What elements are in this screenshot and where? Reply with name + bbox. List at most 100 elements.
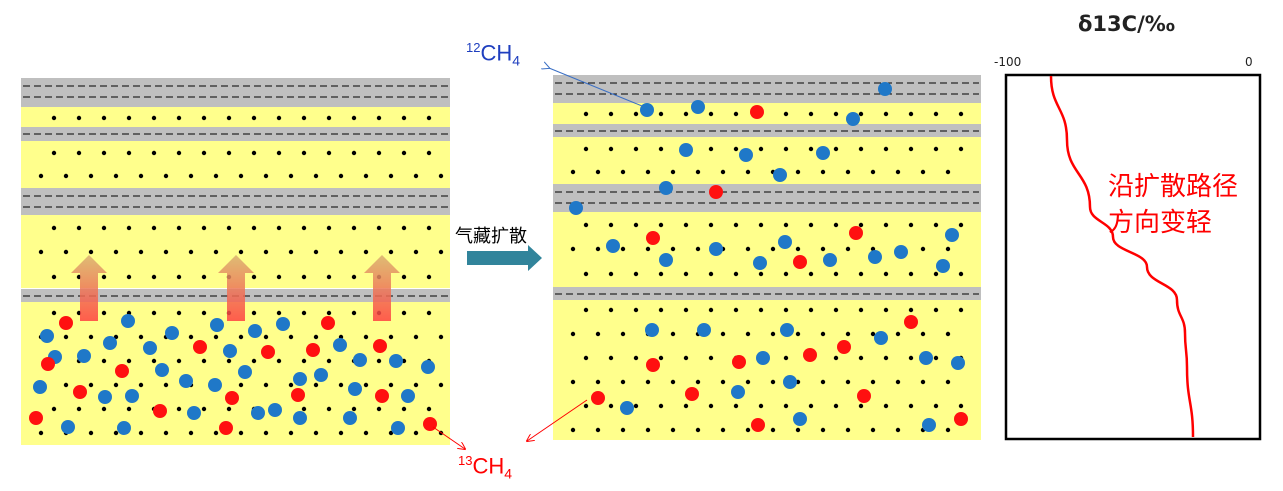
grain-dot [351, 115, 357, 121]
ch4-12-molecule [691, 100, 705, 114]
grain-dot [188, 249, 194, 255]
grain-dot [845, 169, 851, 175]
grain-dot [695, 169, 701, 175]
grain-dot [858, 222, 864, 228]
grain-dot [858, 355, 864, 361]
grain-dot [138, 430, 144, 436]
grain-dot [583, 307, 589, 313]
grain-dot [820, 379, 826, 385]
grain-dot [151, 358, 157, 364]
ch4-13-molecule [857, 389, 871, 403]
grain-dot [570, 169, 576, 175]
ch4-12-molecule [709, 242, 723, 256]
grain-dot [426, 406, 432, 412]
ch4-12-molecule [816, 146, 830, 160]
grain-dot [201, 358, 207, 364]
grain-dot [388, 430, 394, 436]
ch4-12-molecule [121, 314, 135, 328]
grain-dot [63, 249, 69, 255]
grain-dot [570, 379, 576, 385]
ch4-13-molecule [153, 404, 167, 418]
grain-dot [683, 403, 689, 409]
sandstone-layer [21, 107, 450, 127]
ch4-13-molecule [646, 358, 660, 372]
ch4-12-molecule [40, 329, 54, 343]
ch4-13-molecule [73, 385, 87, 399]
grain-dot [620, 169, 626, 175]
grain-dot [595, 169, 601, 175]
grain-dot [770, 331, 776, 337]
grain-dot [126, 225, 132, 231]
grain-dot [101, 225, 107, 231]
grain-dot [633, 222, 639, 228]
ch4-12-molecule [823, 253, 837, 267]
grain-dot [883, 403, 889, 409]
grain-dot [51, 274, 57, 280]
grain-dot [933, 271, 939, 277]
ch4-12-molecule [620, 401, 634, 415]
grain-dot [908, 403, 914, 409]
grain-dot [608, 307, 614, 313]
grain-dot [101, 150, 107, 156]
grain-dot [758, 307, 764, 313]
grain-dot [745, 169, 751, 175]
grain-dot [326, 358, 332, 364]
grain-dot [745, 331, 751, 337]
grain-dot [363, 249, 369, 255]
grain-dot [595, 246, 601, 252]
grain-dot [883, 355, 889, 361]
process-label: 气藏扩散 [455, 226, 527, 247]
grain-dot [301, 115, 307, 121]
grain-dot [820, 427, 826, 433]
grain-dot [583, 403, 589, 409]
grain-dot [645, 379, 651, 385]
grain-dot [226, 406, 232, 412]
grain-dot [363, 430, 369, 436]
ch4-12-molecule [773, 168, 787, 182]
chart-frame [1004, 73, 1262, 441]
grain-dot [226, 115, 232, 121]
grain-dot [276, 115, 282, 121]
grain-dot [338, 173, 344, 179]
grain-dot [658, 271, 664, 277]
grain-dot [870, 169, 876, 175]
grain-dot [870, 427, 876, 433]
grain-dot [720, 379, 726, 385]
grain-dot [833, 355, 839, 361]
grain-dot [908, 355, 914, 361]
ch4-12-molecule [645, 323, 659, 337]
ch4-12-label: 12CH4 [466, 40, 521, 69]
grain-dot [633, 403, 639, 409]
grain-dot [88, 173, 94, 179]
grain-dot [438, 382, 444, 388]
grain-dot [858, 403, 864, 409]
grain-dot [683, 111, 689, 117]
grain-dot [795, 331, 801, 337]
grain-dot [51, 225, 57, 231]
ch4-12-molecule [697, 323, 711, 337]
grain-dot [376, 225, 382, 231]
grain-dot [413, 382, 419, 388]
grain-dot [795, 169, 801, 175]
grain-dot [51, 150, 57, 156]
grain-dot [695, 246, 701, 252]
grain-dot [151, 115, 157, 121]
x-tick-min: -100 [994, 55, 1022, 69]
grain-dot [708, 355, 714, 361]
grain-dot [958, 146, 964, 152]
sandstone-layer [21, 302, 450, 445]
grain-dot [670, 331, 676, 337]
grain-dot [51, 310, 57, 316]
ch4-12-molecule [389, 354, 403, 368]
grain-dot [263, 334, 269, 340]
ch4-12-molecule [739, 148, 753, 162]
shale-layer [21, 78, 450, 107]
grain-dot [783, 355, 789, 361]
grain-dot [870, 379, 876, 385]
grain-dot [426, 150, 432, 156]
ch4-13-label: 13CH4 [458, 453, 513, 482]
ch4-12-molecule [753, 256, 767, 270]
grain-dot [351, 150, 357, 156]
upward-arrow-icon [364, 255, 400, 321]
grain-dot [176, 274, 182, 280]
